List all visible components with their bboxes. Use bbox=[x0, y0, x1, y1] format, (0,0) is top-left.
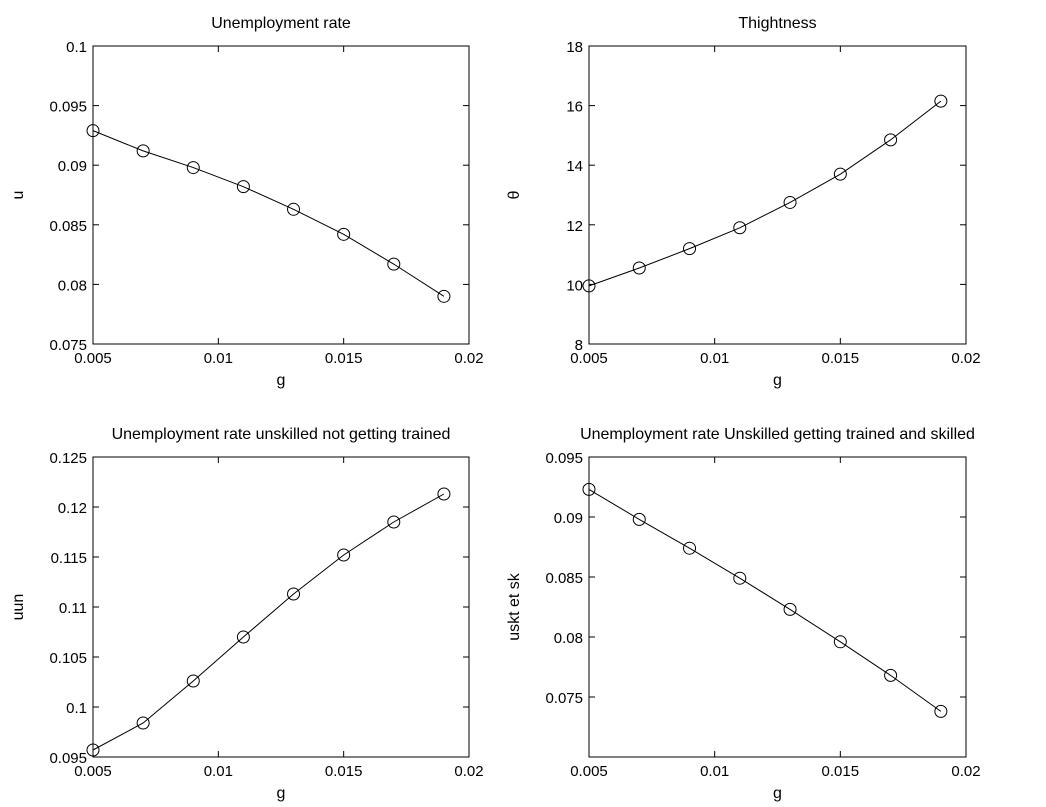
y-tick-label: 0.11 bbox=[59, 600, 87, 617]
axes-frame bbox=[588, 456, 967, 758]
data-point-marker bbox=[632, 261, 646, 275]
data-point-marker bbox=[136, 716, 150, 730]
y-axis-label: uun bbox=[10, 594, 27, 621]
y-tick-label: 18 bbox=[566, 39, 583, 56]
y-tick-label: 12 bbox=[566, 218, 583, 235]
chart-title: Unemployment rate bbox=[211, 15, 351, 32]
y-tick-label: 0.09 bbox=[554, 510, 583, 527]
x-tick-label: 0.02 bbox=[454, 350, 483, 367]
data-point-marker bbox=[387, 257, 401, 271]
y-tick-label: 0.09 bbox=[58, 158, 87, 175]
y-axis-label: uskt et sk bbox=[506, 572, 523, 641]
y-tick-label: 0.12 bbox=[58, 500, 87, 517]
y-tick-label: 0.075 bbox=[49, 337, 87, 354]
y-tick-label: 0.125 bbox=[49, 450, 87, 467]
x-tick-label: 0.015 bbox=[822, 350, 860, 367]
data-point-marker bbox=[86, 743, 100, 757]
x-axis-label: g bbox=[277, 785, 286, 802]
x-axis-label: g bbox=[773, 372, 782, 389]
y-tick-label: 16 bbox=[566, 99, 583, 116]
data-point-marker bbox=[236, 630, 250, 644]
y-tick-label: 0.115 bbox=[51, 550, 87, 567]
data-point-marker bbox=[287, 587, 301, 601]
data-point-marker bbox=[884, 668, 898, 682]
data-point-marker bbox=[833, 635, 847, 649]
data-point-marker bbox=[337, 227, 351, 241]
x-axis-label: g bbox=[773, 785, 782, 802]
x-tick-label: 0.005 bbox=[570, 763, 608, 780]
data-point-marker bbox=[337, 548, 351, 562]
data-point-marker bbox=[783, 195, 797, 209]
y-tick-label: 0.095 bbox=[545, 450, 583, 467]
y-tick-label: 0.1 bbox=[66, 700, 87, 717]
data-point-marker bbox=[437, 487, 451, 501]
data-point-marker bbox=[934, 94, 948, 108]
y-axis-label: u bbox=[10, 191, 27, 200]
chart-title: Thightness bbox=[738, 15, 816, 32]
data-point-marker bbox=[86, 124, 100, 138]
data-point-marker bbox=[186, 674, 200, 688]
data-point-marker bbox=[186, 161, 200, 175]
data-point-marker bbox=[287, 202, 301, 216]
y-tick-label: 0.095 bbox=[49, 750, 87, 767]
data-point-marker bbox=[783, 602, 797, 616]
x-tick-label: 0.01 bbox=[700, 763, 729, 780]
x-tick-label: 0.02 bbox=[951, 350, 980, 367]
y-tick-label: 0.08 bbox=[58, 277, 87, 294]
y-axis-label: θ bbox=[506, 190, 523, 199]
series-line bbox=[92, 130, 445, 297]
data-point-marker bbox=[683, 242, 697, 256]
y-tick-label: 0.105 bbox=[49, 650, 87, 667]
series-line bbox=[92, 493, 445, 751]
x-tick-label: 0.005 bbox=[74, 350, 112, 367]
data-point-marker bbox=[733, 571, 747, 585]
subplot-2: 0.005 0.01 0.015 0.02 8 10 12 14 16 18 Thightness g… bbox=[506, 15, 981, 389]
axes-frame bbox=[92, 45, 470, 345]
data-point-marker bbox=[934, 704, 948, 718]
y-tick-label: 0.08 bbox=[554, 630, 583, 647]
chart-title: Unemployment rate unskilled not getting … bbox=[112, 426, 451, 443]
x-tick-label: 0.01 bbox=[204, 763, 233, 780]
data-point-marker bbox=[582, 279, 596, 293]
axes-frame bbox=[588, 45, 967, 345]
series-line bbox=[588, 488, 942, 712]
data-point-marker bbox=[884, 133, 898, 147]
data-point-marker bbox=[387, 515, 401, 529]
x-tick-label: 0.005 bbox=[570, 350, 608, 367]
series-line bbox=[588, 100, 942, 287]
y-tick-label: 0.085 bbox=[545, 570, 583, 587]
x-tick-label: 0.015 bbox=[325, 763, 363, 780]
data-point-marker bbox=[733, 221, 747, 235]
subplot-1: 0.005 0.01 0.015 0.02 0.075 0.08 0.085 0.09 0.09… bbox=[10, 15, 484, 389]
subplot-3: 0.005 0.01 0.015 0.02 0.095 0.1 0.105 0.11 0.115… bbox=[10, 426, 484, 802]
x-axis-label: g bbox=[277, 372, 286, 389]
y-tick-label: 0.1 bbox=[66, 39, 87, 56]
data-point-marker bbox=[833, 167, 847, 181]
x-tick-label: 0.01 bbox=[204, 350, 233, 367]
x-tick-label: 0.02 bbox=[951, 763, 980, 780]
y-tick-label: 8 bbox=[575, 337, 583, 354]
y-tick-label: 14 bbox=[566, 158, 583, 175]
data-point-marker bbox=[437, 289, 451, 303]
y-tick-label: 0.075 bbox=[545, 690, 583, 707]
data-point-marker bbox=[236, 180, 250, 194]
data-point-marker bbox=[136, 144, 150, 158]
x-tick-label: 0.02 bbox=[454, 763, 483, 780]
y-tick-label: 10 bbox=[566, 277, 583, 294]
x-tick-label: 0.005 bbox=[74, 763, 112, 780]
subplot-4: 0.005 0.01 0.015 0.02 0.075 0.08 0.085 0.09 0.09… bbox=[506, 426, 981, 802]
chart-title: Unemployment rate Unskilled getting trai… bbox=[580, 426, 975, 443]
x-tick-label: 0.01 bbox=[700, 350, 729, 367]
data-point-marker bbox=[632, 512, 646, 526]
y-tick-label: 0.095 bbox=[49, 99, 87, 116]
data-point-marker bbox=[683, 541, 697, 555]
x-tick-label: 0.015 bbox=[325, 350, 363, 367]
x-tick-label: 0.015 bbox=[822, 763, 860, 780]
data-point-marker bbox=[582, 482, 596, 496]
y-tick-label: 0.085 bbox=[49, 218, 87, 235]
